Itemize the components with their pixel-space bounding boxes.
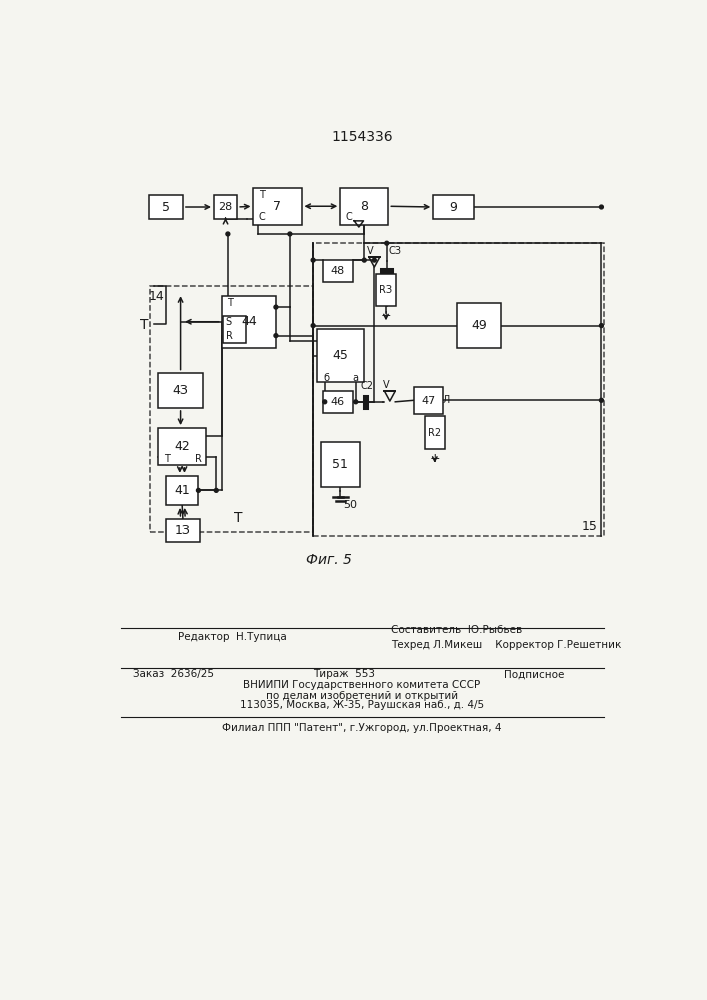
Text: Составитель  Ю.Рыбьев: Составитель Ю.Рыбьев: [391, 625, 522, 635]
Text: 1З: 1З: [175, 524, 191, 537]
Bar: [376, 274, 396, 306]
Circle shape: [600, 205, 603, 209]
Bar: [425, 416, 445, 449]
Text: R2: R2: [428, 428, 441, 438]
Circle shape: [288, 232, 292, 236]
Text: Тираж  553: Тираж 553: [313, 669, 375, 679]
Circle shape: [274, 334, 278, 338]
Circle shape: [214, 488, 218, 492]
Text: V: V: [367, 246, 374, 256]
Text: R: R: [226, 331, 233, 341]
Circle shape: [354, 400, 358, 404]
Text: C: C: [346, 212, 352, 222]
Text: Редактор  Н.Тупица: Редактор Н.Тупица: [177, 632, 286, 642]
Text: 49: 49: [471, 319, 487, 332]
Text: 5: 5: [162, 201, 170, 214]
Text: RЗ: RЗ: [380, 285, 392, 295]
Circle shape: [600, 398, 603, 402]
Bar: [457, 303, 501, 348]
Text: 41: 41: [174, 484, 190, 497]
Text: 7: 7: [274, 200, 281, 213]
Text: 48: 48: [331, 266, 345, 276]
Text: CЗ: CЗ: [388, 246, 402, 256]
Text: +: +: [380, 309, 391, 322]
Circle shape: [311, 258, 315, 262]
Text: Л: Л: [443, 395, 450, 405]
Text: 51: 51: [332, 458, 348, 471]
Text: 50: 50: [344, 500, 357, 510]
Circle shape: [600, 324, 603, 328]
Bar: [340, 188, 388, 225]
Circle shape: [274, 305, 278, 309]
Text: 44: 44: [241, 315, 257, 328]
Bar: [222, 296, 276, 348]
Circle shape: [311, 324, 315, 328]
Text: 45: 45: [332, 349, 348, 362]
Text: Т: Т: [235, 511, 243, 525]
Text: 28: 28: [218, 202, 233, 212]
Text: Заказ  2636/25: Заказ 2636/25: [134, 669, 214, 679]
Text: 1154336: 1154336: [331, 130, 393, 144]
Bar: [433, 195, 474, 219]
Text: T: T: [227, 298, 233, 308]
Text: Т: Т: [140, 318, 148, 332]
Text: а: а: [353, 373, 358, 383]
Bar: [214, 195, 237, 219]
Text: 46: 46: [331, 397, 345, 407]
Text: 8: 8: [361, 200, 368, 213]
Bar: [313, 243, 604, 536]
Text: Техред Л.Микеш    Корректор Г.Решетник: Техред Л.Микеш Корректор Г.Решетник: [391, 640, 621, 650]
Text: Фиг. 5: Фиг. 5: [305, 553, 351, 567]
Bar: [158, 428, 206, 465]
Bar: [151, 286, 313, 532]
Text: Подписное: Подписное: [504, 669, 564, 679]
Bar: [321, 442, 360, 487]
Text: C: C: [259, 212, 266, 222]
Text: +: +: [429, 452, 440, 465]
Circle shape: [373, 258, 376, 262]
Bar: [323, 391, 353, 413]
Bar: [166, 519, 200, 542]
Circle shape: [226, 232, 230, 236]
Text: C2: C2: [361, 381, 373, 391]
Bar: [414, 387, 443, 414]
Circle shape: [323, 400, 327, 404]
Text: T: T: [163, 454, 170, 464]
Text: по делам изобретений и открытий: по делам изобретений и открытий: [266, 691, 458, 701]
Text: T: T: [259, 190, 264, 200]
Bar: [158, 373, 203, 408]
Circle shape: [197, 488, 200, 492]
Text: 42: 42: [174, 440, 190, 453]
Text: R: R: [195, 454, 202, 464]
Text: 14: 14: [148, 290, 165, 303]
Text: 47: 47: [421, 396, 436, 406]
Text: 15: 15: [582, 520, 597, 533]
Circle shape: [385, 241, 389, 245]
Text: 9: 9: [450, 201, 457, 214]
Text: 4З: 4З: [173, 384, 189, 397]
Bar: [323, 260, 353, 282]
Text: S: S: [226, 317, 232, 327]
Text: Филиал ППП "Патент", г.Ужгород, ул.Проектная, 4: Филиал ППП "Патент", г.Ужгород, ул.Проек…: [222, 723, 502, 733]
Bar: [149, 195, 183, 219]
Text: V: V: [382, 380, 390, 390]
Circle shape: [363, 258, 366, 262]
Text: 113035, Москва, Ж-35, Раушская наб., д. 4/5: 113035, Москва, Ж-35, Раушская наб., д. …: [240, 700, 484, 710]
Text: б: б: [323, 373, 329, 383]
Bar: [317, 329, 363, 382]
Text: ВНИИПИ Государственного комитета СССР: ВНИИПИ Государственного комитета СССР: [243, 680, 481, 690]
Bar: [253, 188, 301, 225]
Bar: [223, 316, 247, 343]
Bar: [166, 476, 199, 505]
